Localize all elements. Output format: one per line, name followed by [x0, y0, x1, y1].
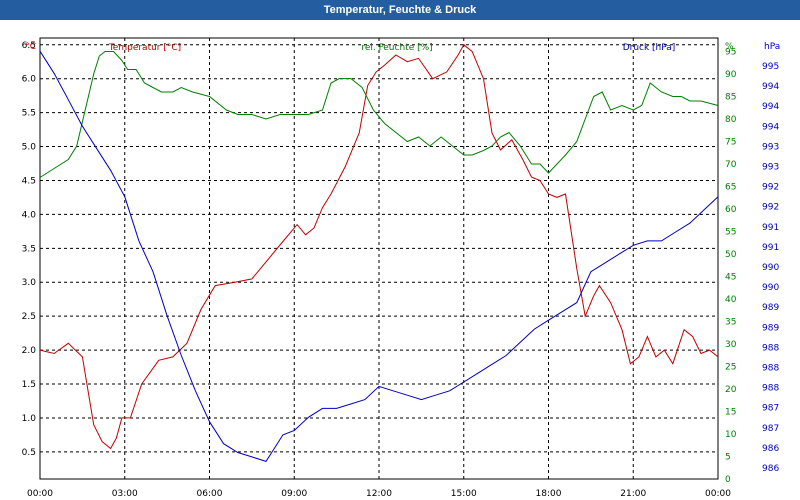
- pressure-tick-label: 991: [762, 243, 779, 253]
- temp-series-label: Temperatur [°C]: [108, 43, 181, 53]
- humidity-tick-label: 0: [725, 475, 731, 485]
- x-tick-time: 03:00: [112, 489, 138, 499]
- series-group: [39, 44, 719, 462]
- x-tick-time: 12:00: [366, 489, 392, 499]
- pressure-tick-label: 994: [762, 102, 779, 112]
- temp-tick-label: 5.0: [22, 143, 37, 153]
- temp-tick-label: 1.0: [22, 414, 37, 424]
- pressure-tick-label: 988: [762, 364, 779, 374]
- x-tick-time: 06:00: [197, 489, 223, 499]
- temp-tick-label: 0.5: [22, 448, 36, 458]
- humidity-tick-label: 70: [725, 160, 737, 170]
- humidity-tick-label: 95: [725, 48, 736, 58]
- x-tick-time: 09:00: [281, 489, 307, 499]
- humidity-tick-label: 45: [725, 273, 736, 283]
- pressure-tick-label: 992: [762, 203, 779, 213]
- pressure-tick-label: 992: [762, 183, 779, 193]
- pressure-tick-label: 993: [762, 142, 779, 152]
- pressure-tick-label: 990: [762, 283, 779, 293]
- x-tick-time: 21:00: [620, 489, 646, 499]
- axes-group: 0.5 1.0 1.5 2.0 2.5 3.0 3.5 4.0 4.5 5.0 5.5 6.0 6.5 0…: [22, 41, 781, 499]
- temp-tick-label: 6.5: [22, 41, 36, 51]
- pressure-tick-label: 993: [762, 163, 779, 173]
- humidity-tick-label: 20: [725, 385, 737, 395]
- pressure-series-label: Druck [hPa]: [623, 43, 676, 53]
- humidity-tick-label: 60: [725, 205, 737, 215]
- humidity-tick-label: 65: [725, 183, 736, 193]
- temp-tick-label: 5.5: [22, 109, 36, 119]
- pressure-tick-label: 991: [762, 223, 779, 233]
- humidity-tick-label: 30: [725, 340, 737, 350]
- chart: 0.5 1.0 1.5 2.0 2.5 3.0 3.5 4.0 4.5 5.0 5.5 6.0 6.5 0…: [22, 37, 781, 499]
- humidity-tick-label: 90: [725, 70, 737, 80]
- window-title: Temperatur, Feuchte & Druck: [0, 0, 800, 20]
- pressure-tick-label: 989: [762, 323, 779, 333]
- pressure-tick-label: 987: [762, 404, 779, 414]
- pressure-tick-label: 986: [762, 444, 779, 454]
- temp-tick-label: 3.5: [22, 244, 36, 254]
- grid: [40, 38, 718, 479]
- temp-tick-label: 2.5: [22, 312, 36, 322]
- humidity-tick-label: 5: [725, 453, 731, 463]
- humidity-tick-label: 10: [725, 430, 737, 440]
- humidity-tick-label: 55: [725, 228, 736, 238]
- pressure-tick-label: 988: [762, 343, 779, 353]
- x-tick-time: 18:00: [536, 489, 562, 499]
- pressure-tick-label: 986: [762, 464, 779, 474]
- temp-tick-label: 4.0: [22, 210, 37, 220]
- pressure-unit-label: hPa: [764, 42, 780, 52]
- temp-tick-label: 4.5: [22, 176, 36, 186]
- pressure-tick-label: 988: [762, 384, 779, 394]
- temp-tick-label: 6.0: [22, 75, 37, 85]
- pressure-tick-label: 994: [762, 82, 779, 92]
- x-tick-time: 00:00: [27, 489, 53, 499]
- temp-unit-label: °C: [25, 42, 36, 52]
- pressure-tick-label: 995: [762, 62, 779, 72]
- humidity-tick-label: 80: [725, 115, 737, 125]
- humidity-tick-label: 35: [725, 318, 736, 328]
- temp-tick-label: 1.5: [22, 380, 36, 390]
- pressure-tick-label: 989: [762, 303, 779, 313]
- humidity-tick-label: 85: [725, 93, 736, 103]
- humidity-tick-label: 40: [725, 295, 737, 305]
- series-line-temperature: [39, 44, 719, 450]
- humidity-tick-label: 50: [725, 250, 737, 260]
- humidity-tick-label: 75: [725, 138, 736, 148]
- temp-tick-label: 2.0: [22, 346, 37, 356]
- humidity-unit-label: %: [725, 42, 734, 52]
- pressure-tick-label: 990: [762, 263, 779, 273]
- humidity-tick-label: 15: [725, 408, 736, 418]
- temp-tick-label: 3.0: [22, 278, 37, 288]
- pressure-tick-label: 994: [762, 122, 779, 132]
- pressure-tick-label: 987: [762, 424, 779, 434]
- series-line-humidity: [39, 51, 719, 178]
- x-tick-time: 15:00: [451, 489, 477, 499]
- humidity-series-label: rel. Feuchte [%]: [361, 43, 432, 53]
- x-tick-time: 00:00: [705, 489, 731, 499]
- series-line-pressure: [39, 50, 719, 462]
- humidity-tick-label: 25: [725, 363, 736, 373]
